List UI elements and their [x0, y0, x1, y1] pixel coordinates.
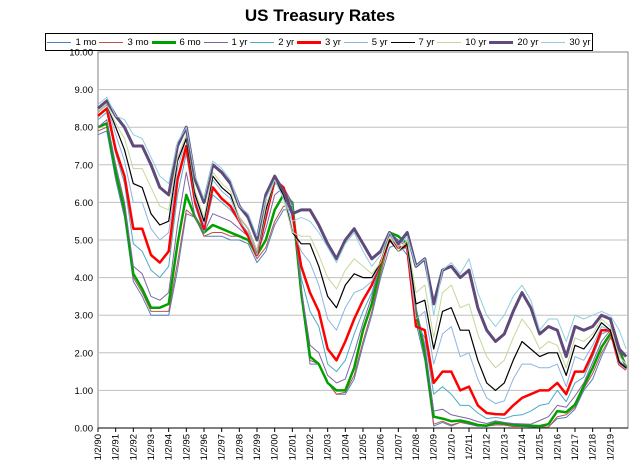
series-line-7-yr	[97, 103, 627, 391]
legend-swatch	[47, 41, 72, 43]
x-tick-label: 1/2/03	[323, 434, 334, 460]
x-tick-label: 1/2/11	[464, 434, 475, 460]
y-tick-label: 4.00	[75, 273, 94, 284]
x-tick-label: 1/2/06	[376, 434, 387, 460]
legend-label: 1 yr	[231, 36, 248, 48]
series-line-3-yr	[97, 107, 627, 416]
series-line-1-mo	[97, 130, 627, 428]
legend-item: 20 yr	[489, 37, 538, 48]
y-tick-label: 6.00	[75, 198, 94, 209]
legend-swatch	[390, 41, 415, 43]
legend-label: 3 mo	[127, 36, 149, 48]
x-tick-label: 1/2/08	[411, 434, 422, 460]
x-tick-label: 1/2/90	[93, 434, 104, 460]
x-tick-label: 1/2/95	[181, 434, 192, 460]
x-tick-label: 1/2/00	[270, 434, 281, 460]
x-tick-label: 1/2/19	[605, 434, 616, 460]
y-tick-label: 5.00	[75, 236, 94, 247]
legend-label: 5 yr	[371, 36, 388, 48]
x-tick-label: 1/2/09	[429, 434, 440, 460]
legend-item: 6 mo	[151, 36, 201, 48]
legend: 1 mo 3 mo 6 mo 1 yr 2 yr 3 yr 5 yr 7 yr 10 yr 20 …	[45, 33, 593, 51]
legend-label: 10 yr	[465, 36, 487, 48]
legend-swatch	[203, 41, 228, 43]
legend-item: 3 yr	[297, 37, 341, 48]
legend-item: 2 yr	[250, 37, 294, 48]
legend-swatch	[489, 40, 514, 44]
legend-item: 1 yr	[203, 36, 248, 48]
legend-label: 1 mo	[75, 36, 97, 48]
legend-item: 3 mo	[99, 36, 149, 48]
y-tick-label: 9.00	[75, 85, 94, 96]
chart-title: US Treasury Rates	[244, 6, 396, 25]
x-tick-label: 1/2/99	[252, 434, 263, 460]
legend-label: 7 yr	[418, 36, 435, 48]
x-tick-label: 1/2/14	[517, 434, 528, 460]
x-tick-label: 1/2/93	[146, 434, 157, 460]
x-tick-label: 1/2/92	[128, 434, 139, 460]
x-tick-label: 1/2/91	[111, 434, 122, 460]
x-tick-label: 1/2/01	[287, 434, 298, 460]
x-tick-label: 1/2/98	[234, 434, 245, 460]
y-tick-label: 0.00	[75, 424, 94, 435]
x-tick-label: 1/2/15	[535, 434, 546, 460]
x-tick-label: 1/2/18	[588, 434, 599, 460]
legend-label: 20 yr	[517, 36, 539, 48]
y-tick-label: 1.00	[75, 386, 94, 397]
legend-swatch	[437, 41, 462, 43]
x-tick-label: 1/2/10	[446, 434, 457, 460]
legend-item: 10 yr	[437, 37, 486, 48]
x-tick-label: 1/2/02	[305, 434, 316, 460]
legend-item: 30 yr	[541, 37, 590, 48]
legend-swatch	[99, 41, 124, 43]
legend-swatch	[343, 41, 368, 43]
y-tick-label: 10.00	[69, 48, 93, 59]
legend-item: 1 mo	[47, 36, 97, 48]
legend-item: 7 yr	[390, 36, 435, 48]
x-tick-label: 1/2/13	[499, 434, 510, 460]
x-tick-label: 1/2/12	[482, 434, 493, 460]
legend-label: 6 mo	[179, 36, 201, 48]
x-tick-label: 1/2/05	[358, 434, 369, 460]
x-tick-label: 1/2/96	[199, 434, 210, 460]
y-tick-label: 8.00	[75, 123, 94, 134]
x-tick-label: 1/2/97	[217, 434, 228, 460]
x-tick-label: 1/2/17	[570, 434, 581, 460]
legend-label: 2 yr	[278, 36, 295, 48]
legend-swatch	[151, 40, 176, 44]
legend-item: 5 yr	[343, 36, 388, 48]
series-line-6-mo	[97, 122, 628, 428]
x-tick-label: 1/2/94	[164, 434, 175, 460]
legend-label: 30 yr	[569, 36, 591, 48]
x-tick-label: 1/2/16	[552, 434, 563, 460]
series-line-30-yr	[97, 96, 627, 350]
series-line-1-yr	[97, 119, 627, 425]
legend-swatch	[297, 40, 322, 44]
x-tick-label: 1/2/07	[393, 434, 404, 460]
y-tick-label: 2.00	[75, 348, 94, 359]
legend-label: 3 yr	[325, 36, 341, 48]
legend-swatch	[541, 41, 566, 43]
x-tick-label: 1/2/04	[340, 434, 351, 460]
y-tick-label: 3.00	[75, 311, 94, 322]
y-tick-label: 7.00	[75, 160, 94, 171]
legend-swatch	[250, 41, 275, 43]
